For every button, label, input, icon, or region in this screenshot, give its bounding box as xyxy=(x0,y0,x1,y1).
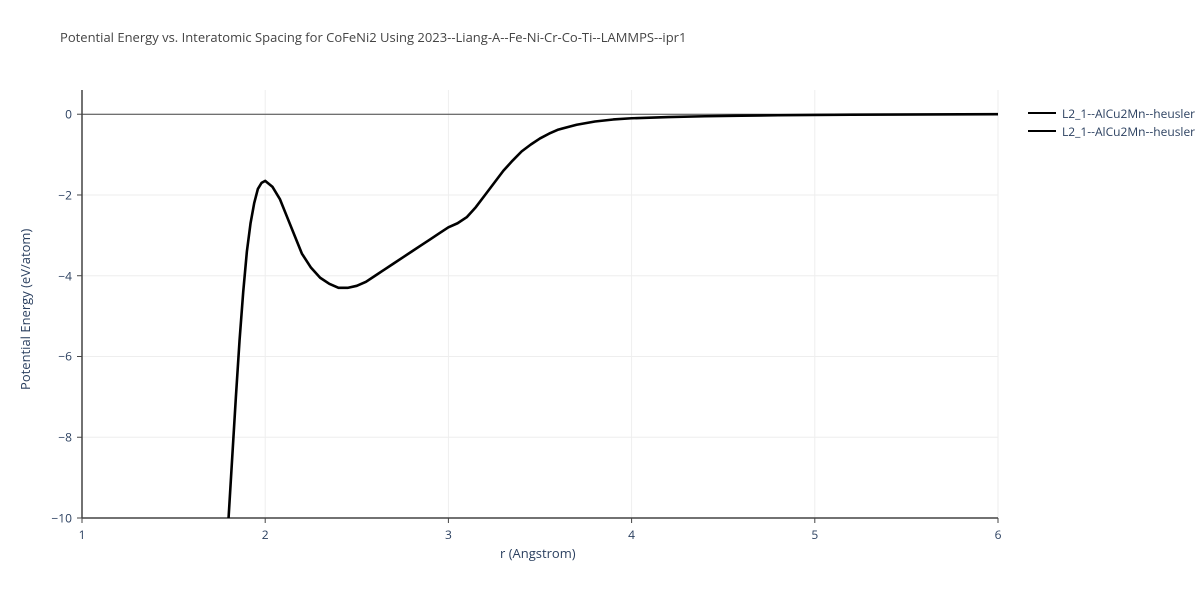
y-tick-label: −10 xyxy=(51,510,72,527)
x-tick-label: 3 xyxy=(445,526,452,543)
legend-label: L2_1--AlCu2Mn--heusler xyxy=(1062,123,1195,140)
legend-swatch xyxy=(1028,130,1056,132)
x-tick-label: 1 xyxy=(79,526,86,543)
chart-container: Potential Energy vs. Interatomic Spacing… xyxy=(0,0,1200,600)
x-tick-label: 5 xyxy=(811,526,818,543)
y-tick-label: 0 xyxy=(65,106,72,123)
x-tick-label: 2 xyxy=(262,526,269,543)
y-axis-label: Potential Energy (eV/atom) xyxy=(16,229,34,390)
series-line xyxy=(229,114,998,518)
legend-item[interactable]: L2_1--AlCu2Mn--heusler xyxy=(1028,122,1195,140)
x-axis-label: r (Angstrom) xyxy=(500,544,576,562)
y-tick-label: −8 xyxy=(58,429,72,446)
legend-label: L2_1--AlCu2Mn--heusler xyxy=(1062,105,1195,122)
y-tick-label: −2 xyxy=(58,186,72,203)
legend-item[interactable]: L2_1--AlCu2Mn--heusler xyxy=(1028,104,1195,122)
y-tick-label: −4 xyxy=(58,267,72,284)
x-tick-label: 6 xyxy=(995,526,1002,543)
legend[interactable]: L2_1--AlCu2Mn--heuslerL2_1--AlCu2Mn--heu… xyxy=(1028,104,1195,140)
x-tick-label: 4 xyxy=(628,526,635,543)
legend-swatch xyxy=(1028,112,1056,114)
chart-svg xyxy=(0,0,1200,600)
y-tick-label: −6 xyxy=(58,348,72,365)
